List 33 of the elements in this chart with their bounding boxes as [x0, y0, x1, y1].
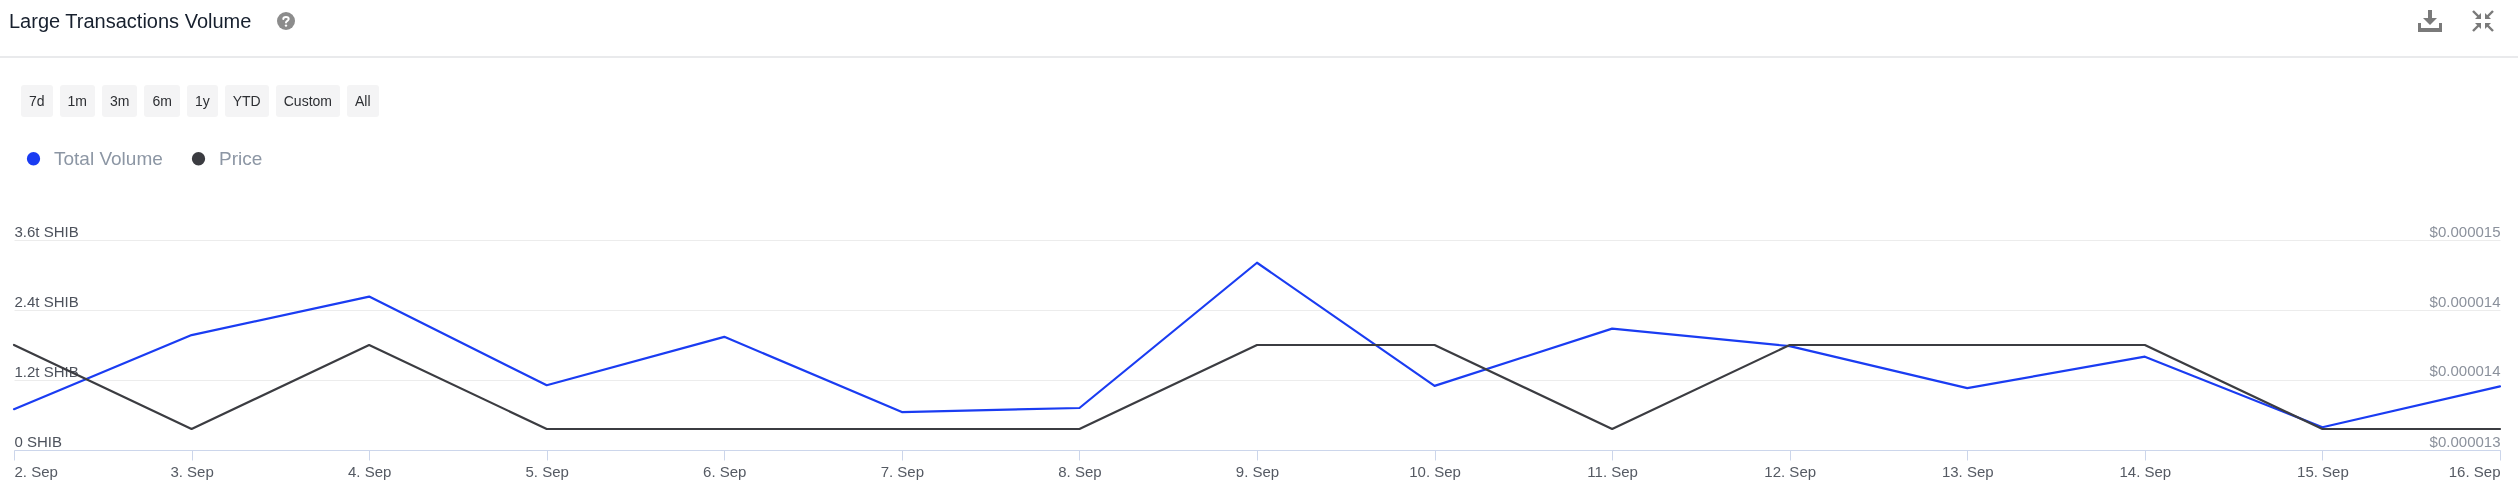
legend-label: Price — [219, 147, 263, 169]
y2-tick-label: $0.000014 — [2429, 362, 2501, 380]
x-tick-label: 11. Sep — [1587, 462, 1638, 480]
text: 3m — [102, 85, 138, 117]
x-tick-label: 5. Sep — [525, 462, 569, 480]
x-tick-label: 4. Sep — [347, 462, 392, 480]
text: Custom — [275, 85, 340, 117]
x-tick-label: 6. Sep — [703, 462, 747, 480]
chart-title: Large Transactions Volume — [9, 9, 252, 34]
x-tick-label: 2. Sep — [14, 462, 58, 480]
y-tick-label: 2.4t SHIB — [14, 292, 79, 310]
x-tick-label: 14. Sep — [2119, 462, 2172, 480]
x-tick-label: 3. Sep — [170, 462, 214, 480]
x-tick-label: 16. Sep — [2448, 462, 2501, 480]
x-tick-label: 9. Sep — [1235, 462, 1280, 480]
text: 1m — [59, 85, 96, 117]
x-tick-label: 8. Sep — [1058, 462, 1102, 480]
legend-label: Total Volume — [54, 147, 163, 169]
text: 1y — [186, 85, 218, 117]
y2-tick-label: $0.000013 — [2429, 432, 2501, 450]
y2-tick-label: $0.000014 — [2429, 292, 2501, 310]
x-tick-label: 10. Sep — [1409, 462, 1461, 480]
y2-tick-label: $0.000015 — [2429, 222, 2501, 240]
y-tick-label: 3.6t SHIB — [14, 222, 79, 240]
text: YTD — [224, 85, 269, 117]
y-tick-label: 0 SHIB — [14, 432, 63, 450]
x-tick-label: 7. Sep — [880, 462, 925, 480]
text: All — [346, 85, 379, 117]
x-tick-label: 15. Sep — [2297, 462, 2349, 480]
text: 6m — [144, 85, 180, 117]
x-tick-label: 12. Sep — [1764, 462, 1817, 480]
text: 7d — [21, 85, 53, 117]
x-tick-label: 13. Sep — [1941, 462, 1994, 480]
